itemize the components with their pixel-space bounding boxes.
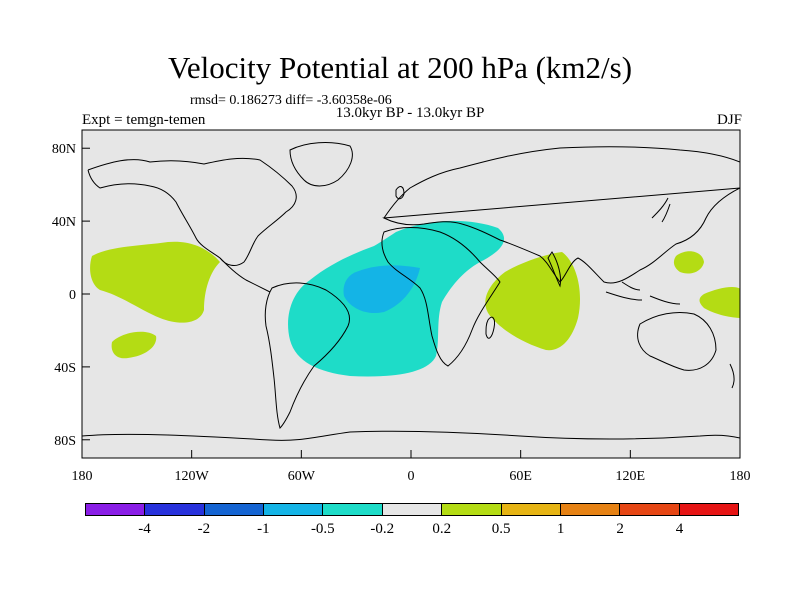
colorbar-label: -0.2	[370, 521, 395, 537]
colorbar-label: 4	[675, 521, 684, 537]
colorbar-label: 0.2	[432, 521, 452, 537]
x-tick-label: 60W	[288, 469, 316, 484]
coast-antarctica	[82, 430, 740, 441]
coast-australia	[637, 311, 717, 371]
coast-india	[547, 251, 561, 288]
colorbar-label: -1	[257, 521, 270, 537]
coast-south-america	[264, 282, 350, 429]
stats-label: rmsd= 0.186273 diff= -3.60358e-06	[190, 93, 392, 108]
coast-japan	[651, 197, 671, 223]
colorbar-box	[85, 503, 146, 516]
colorbar-box	[501, 503, 561, 516]
x-tick-label: 60E	[509, 469, 532, 484]
x-tick-label: 120W	[175, 469, 210, 484]
y-axis-ticks: 80N 40N 0 40S 80S	[52, 142, 90, 449]
y-tick-label: 40N	[52, 215, 76, 230]
coast-central-america	[219, 257, 271, 293]
anomaly-atlantic-core	[343, 265, 420, 314]
colorbar-label: -0.5	[310, 521, 335, 537]
y-tick-label: 40S	[54, 361, 76, 376]
colorbar-label: 2	[616, 521, 624, 537]
coast-new-zealand	[729, 363, 735, 389]
colorbar-box	[620, 503, 680, 516]
colorbar-box	[382, 503, 443, 516]
colorbar-label: 0.5	[491, 521, 511, 537]
experiment-label: Expt = temgn-temen	[82, 112, 206, 128]
colorbar-box	[560, 503, 621, 516]
x-tick-label: 0	[408, 469, 415, 484]
coast-greenland	[289, 142, 353, 187]
period-label: 13.0kyr BP - 13.0kyr BP	[335, 105, 485, 121]
colorbar-label: -4	[138, 521, 151, 537]
colorbar-box	[264, 503, 324, 516]
coast-indonesia	[605, 281, 681, 305]
coast-madagascar	[485, 316, 495, 339]
y-tick-label: 0	[69, 288, 76, 303]
y-tick-label: 80N	[52, 142, 76, 157]
anomaly-west-pacific-north	[673, 251, 704, 274]
x-tick-label: 120E	[616, 469, 646, 484]
colorbar-box	[679, 503, 739, 516]
anomaly-west-pacific-south	[699, 287, 740, 318]
x-axis-ticks: 180 120W 60W 0 60E 120E 180	[72, 450, 751, 484]
anomaly-north-pacific	[90, 241, 220, 323]
coastlines	[82, 142, 740, 441]
colorbar-box	[145, 503, 205, 516]
colorbar-label: 1	[556, 521, 565, 537]
colorbar-box	[204, 503, 265, 516]
x-tick-label: 180	[730, 469, 751, 484]
plot-title: Velocity Potential at 200 hPa (km2/s)	[167, 50, 633, 85]
colorbar	[85, 503, 739, 516]
coast-uk	[395, 186, 405, 200]
coast-eurasia	[382, 146, 740, 284]
season-label: DJF	[716, 112, 742, 128]
coast-north-america	[87, 157, 297, 266]
y-tick-label: 80S	[54, 434, 76, 449]
anomaly-south-pacific	[111, 331, 157, 359]
x-tick-label: 180	[72, 469, 93, 484]
colorbar-box	[442, 503, 502, 516]
colorbar-box	[323, 503, 383, 516]
colorbar-label: -2	[197, 521, 211, 537]
coast-africa	[381, 227, 501, 367]
